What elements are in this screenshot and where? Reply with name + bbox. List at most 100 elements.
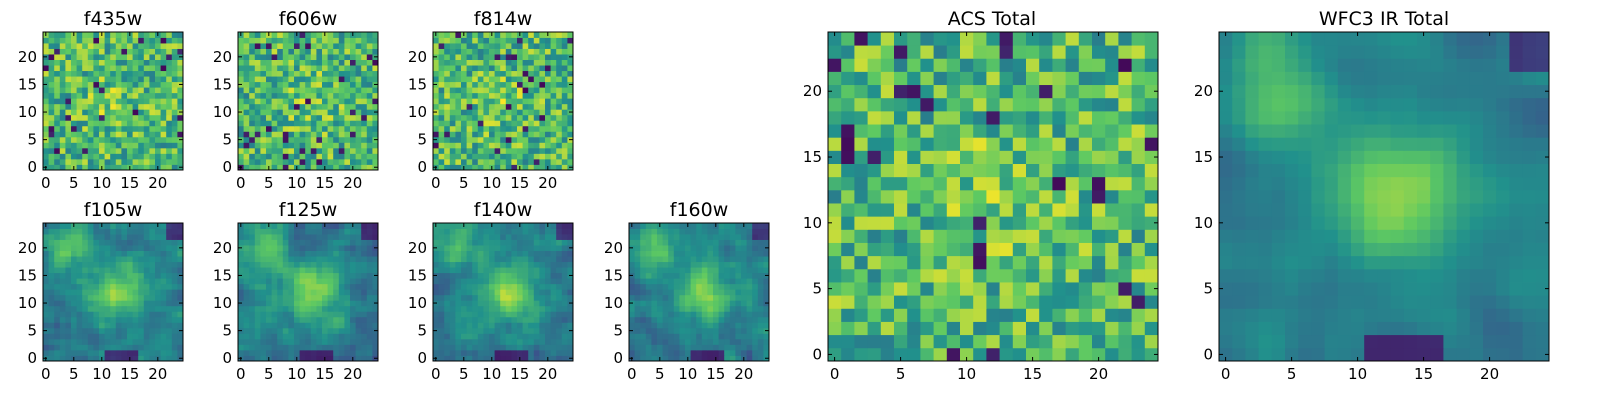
heatmap-cell: [271, 164, 278, 171]
heatmap-cell: [160, 70, 167, 77]
heatmap-cell: [500, 333, 507, 340]
heatmap-cell: [729, 327, 736, 334]
heatmap-cell: [93, 355, 100, 362]
heatmap-cell: [472, 81, 479, 88]
heatmap-cell: [127, 54, 133, 60]
heatmap-cell: [266, 54, 272, 60]
heatmap-cell: [316, 250, 323, 257]
heatmap-cell: [466, 300, 473, 307]
heatmap-cell: [707, 355, 714, 362]
heatmap-cell: [294, 81, 300, 88]
heatmap-cell: [294, 256, 300, 263]
heatmap-cell: [444, 300, 451, 307]
heatmap-cell: [1026, 189, 1040, 204]
heatmap-cell: [511, 322, 518, 329]
heatmap-cell: [299, 81, 306, 88]
y-tick-label: 10: [604, 294, 623, 312]
heatmap-cell: [344, 311, 351, 318]
heatmap-cell: [99, 70, 105, 77]
heatmap-cell: [545, 37, 551, 44]
heatmap-cell: [249, 355, 256, 362]
heatmap-cell: [333, 322, 340, 329]
heatmap-cell: [1065, 242, 1080, 257]
heatmap-cell: [333, 153, 340, 160]
y-tick-label: 20: [213, 239, 232, 257]
heatmap-cell: [238, 43, 244, 49]
heatmap-cell: [48, 333, 55, 340]
heatmap-cell: [294, 305, 300, 312]
heatmap-cell: [99, 278, 105, 285]
heatmap-cell: [87, 294, 94, 301]
heatmap-cell: [82, 278, 89, 285]
x-tick-label: 15: [706, 365, 725, 383]
heatmap-cell: [316, 120, 323, 127]
heatmap-cell: [500, 344, 507, 351]
heatmap-cell: [87, 355, 94, 362]
heatmap-cell: [333, 267, 340, 274]
heatmap-cell: [668, 294, 675, 301]
heatmap-cell: [483, 333, 490, 340]
heatmap-cell: [271, 272, 278, 279]
heatmap-cell: [679, 256, 686, 263]
heatmap-cell: [338, 136, 345, 143]
heatmap-cell: [466, 81, 473, 88]
heatmap-cell: [271, 136, 278, 143]
heatmap-cell: [690, 316, 697, 323]
heatmap-cell: [539, 54, 546, 60]
heatmap-cell: [249, 158, 256, 165]
heatmap-cell: [299, 59, 306, 66]
heatmap-cell: [651, 316, 658, 323]
heatmap-cell: [1092, 163, 1106, 178]
heatmap-cell: [166, 125, 173, 132]
heatmap-cell: [43, 131, 49, 138]
heatmap-cell: [511, 250, 518, 257]
heatmap-cell: [277, 76, 284, 83]
heatmap-cell: [344, 278, 351, 285]
heatmap-cell: [757, 294, 764, 301]
heatmap-cell: [127, 109, 133, 116]
heatmap-cell: [444, 333, 451, 340]
heatmap-cell: [433, 43, 439, 49]
heatmap-cell: [138, 131, 145, 138]
heatmap-cell: [65, 338, 72, 345]
heatmap-cell: [466, 125, 473, 132]
heatmap-cell: [561, 272, 568, 279]
heatmap-cell: [361, 338, 368, 345]
heatmap-cell: [171, 59, 178, 66]
heatmap-cell: [477, 32, 484, 38]
heatmap-cell: [505, 131, 512, 138]
heatmap-cell: [505, 59, 512, 66]
heatmap-cell: [522, 294, 529, 301]
heatmap-cell: [907, 282, 921, 296]
heatmap-cell: [466, 59, 473, 66]
heatmap-cell: [539, 48, 546, 55]
heatmap-cell: [561, 228, 568, 235]
heatmap-cell: [724, 316, 731, 323]
heatmap-cell: [93, 305, 100, 312]
heatmap-cell: [973, 308, 987, 322]
heatmap-cell: [361, 76, 368, 83]
heatmap-cell: [668, 300, 675, 307]
heatmap-cell: [294, 70, 300, 77]
heatmap-cell: [305, 54, 312, 60]
heatmap-cell: [461, 131, 467, 138]
heatmap-cell: [545, 153, 551, 160]
heatmap-cell: [372, 305, 379, 312]
heatmap-cell: [718, 256, 725, 263]
heatmap-cell: [294, 283, 300, 290]
heatmap-cell: [271, 223, 278, 229]
heatmap-cell: [634, 228, 641, 235]
heatmap-cell: [500, 136, 507, 143]
heatmap-cell: [327, 136, 334, 143]
heatmap-cell: [494, 32, 501, 38]
x-tick-label: 15: [315, 365, 334, 383]
heatmap-cell: [294, 125, 300, 132]
heatmap-cell: [254, 59, 261, 66]
heatmap-cell: [522, 245, 529, 251]
heatmap-cell: [93, 311, 100, 318]
heatmap-cell: [1118, 176, 1132, 191]
heatmap-cell: [466, 256, 473, 263]
heatmap-cell: [361, 109, 368, 116]
